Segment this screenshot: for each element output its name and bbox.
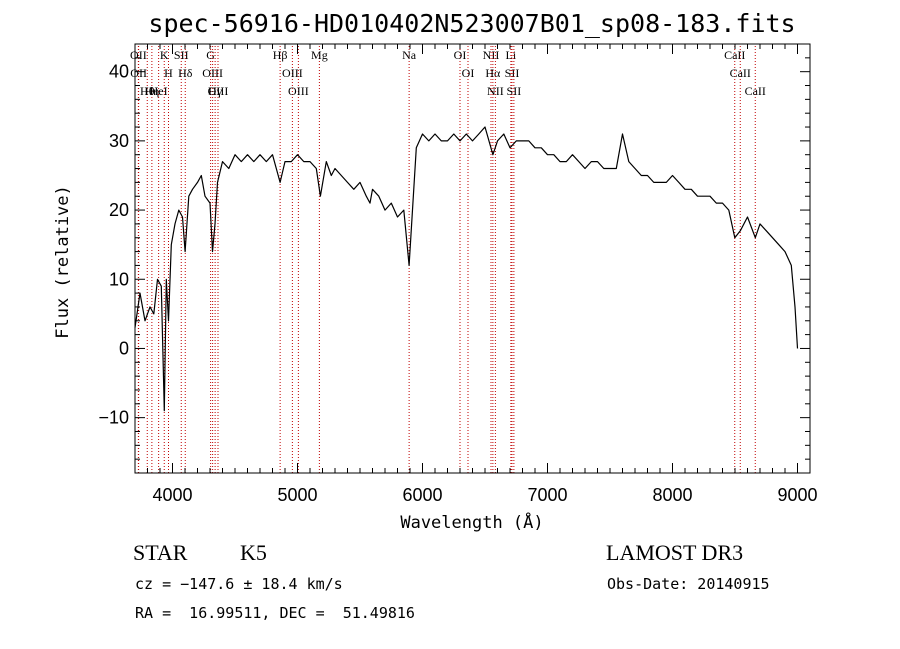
redshift-text: cz = −147.6 ± 18.4 km/s [135,575,343,593]
spectral-line-label: Li [506,48,517,62]
series-layer [134,126,799,412]
object-subclass: K5 [240,540,267,565]
chart-title: spec-56916-HD010402N523007B01_sp08-183.f… [148,9,795,38]
spectral-line-label: H [164,66,173,80]
survey-name: LAMOST DR3 [606,540,744,565]
spectral-line-label: Hα [485,66,501,80]
spectral-line-label: OIII [282,66,303,80]
x-tick-label: 8000 [652,485,692,505]
spectral-line-label: G [206,48,215,62]
spectral-line-label: OIII [208,84,229,98]
spectral-line-label: Hθ [140,84,155,98]
coordinates: RA = 16.99511, DEC = 51.49816 [135,604,415,622]
spectral-line-label: Hδ [178,66,193,80]
y-tick-label: 20 [109,200,129,220]
spectral-line-label: CaII [724,48,745,62]
spectral-line-label: OIII [288,84,309,98]
spectral-line-label: NII [487,84,504,98]
spectral-line-label: OI [454,48,467,62]
spectral-line-label: HeI [150,84,168,98]
y-axis-label: Flux (relative) [53,185,73,339]
x-axis-label: Wavelength (Å) [400,511,543,533]
y-tick-label: −10 [98,408,129,428]
x-tick-label: 5000 [277,485,317,505]
x-tick-label: 9000 [777,485,817,505]
object-class: STAR [133,540,188,565]
spectral-line-label: CaII [730,66,751,80]
flux-series-line [134,126,799,412]
obs-date: Obs-Date: 20140915 [607,575,770,593]
spectral-line-label: OI [462,66,475,80]
x-tick-label: 6000 [402,485,442,505]
spectral-line-label: SII [505,66,520,80]
spectral-line-label: OII [130,66,147,80]
spectral-line-label: SII [174,48,189,62]
y-tick-label: 10 [109,269,129,289]
x-tick-label: 7000 [527,485,567,505]
spectral-line-label: Hβ [273,48,288,62]
spectral-line-label: K [160,48,169,62]
y-tick-label: 40 [109,62,129,82]
spectral-line-label: SII [507,84,522,98]
spectral-line-label: Hη [144,84,159,98]
y-tick-label: 0 [119,338,129,358]
x-tick-label: 4000 [152,485,192,505]
spectral-line-label: OIII [202,66,223,80]
spectral-lines-layer: OIIOIIHθHηHeIKHSIIHδGOIIIHγOIIIHβOIIIOII… [130,46,766,473]
y-tick-label: 30 [109,131,129,151]
axes-layer: 4000 5000 6000 7000 8000 9000 −10 0 10 20 30 40 [98,43,818,505]
spectral-line-label: CaII [745,84,766,98]
spectral-line-label: NII [483,48,500,62]
spectral-line-label: Hγ [208,84,223,98]
spectral-line-label: Mg [311,48,328,62]
spectral-line-label: Na [402,48,417,62]
